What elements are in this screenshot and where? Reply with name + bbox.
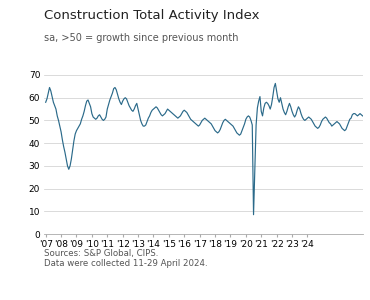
Text: Sources: S&P Global, CIPS.
Data were collected 11-29 April 2024.: Sources: S&P Global, CIPS. Data were col… bbox=[44, 249, 208, 268]
Text: sa, >50 = growth since previous month: sa, >50 = growth since previous month bbox=[44, 33, 239, 43]
Text: Construction Total Activity Index: Construction Total Activity Index bbox=[44, 9, 260, 22]
